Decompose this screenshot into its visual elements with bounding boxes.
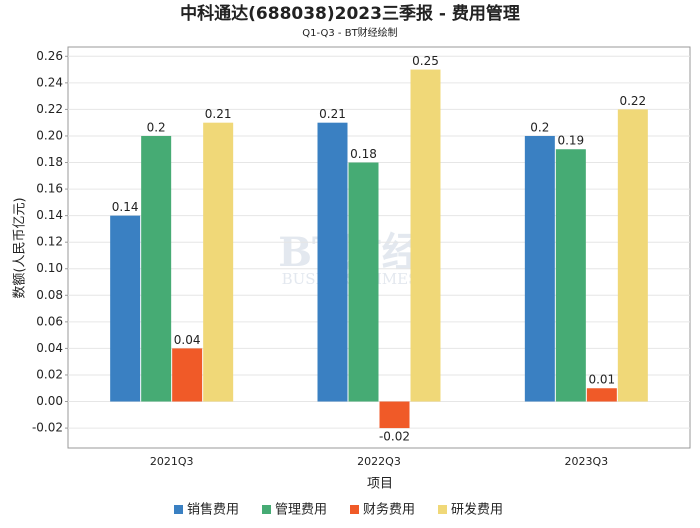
y-axis-label: 数额(人民币亿元) xyxy=(13,197,28,298)
bar xyxy=(617,109,648,402)
chart-title: 中科通达(688038)2023三季报 - 费用管理 xyxy=(180,3,520,24)
y-tick-label: 0.08 xyxy=(36,288,63,302)
value-label: 0.04 xyxy=(174,333,201,347)
legend-swatch xyxy=(174,505,183,514)
y-tick-label: 0.04 xyxy=(36,341,63,355)
value-label: 0.2 xyxy=(147,120,166,134)
legend-label: 研发费用 xyxy=(451,502,503,518)
bar xyxy=(586,388,617,402)
bar xyxy=(555,149,586,402)
legend-swatch xyxy=(350,505,359,514)
y-tick-label: 0.14 xyxy=(36,208,63,222)
legend-label: 财务费用 xyxy=(363,502,415,518)
y-tick-label: 0.22 xyxy=(36,102,63,116)
value-label: 0.22 xyxy=(619,94,646,108)
bar xyxy=(172,348,203,402)
bar xyxy=(141,135,172,402)
y-tick-label: 0.10 xyxy=(36,261,63,275)
y-tick-label: 0.26 xyxy=(36,49,63,63)
x-axis-label: 项目 xyxy=(367,477,393,492)
x-tick-label: 2021Q3 xyxy=(150,455,194,468)
value-label: 0.21 xyxy=(205,107,232,121)
value-label: 0.14 xyxy=(112,200,139,214)
bar xyxy=(203,122,234,402)
bar xyxy=(317,122,348,402)
y-tick-label: 0.00 xyxy=(36,394,63,408)
value-label: 0.25 xyxy=(412,54,439,68)
y-tick-label: 0.24 xyxy=(36,75,63,89)
plot-area xyxy=(67,46,691,449)
x-tick-label: 2022Q3 xyxy=(357,455,401,468)
y-tick-label: 0.18 xyxy=(36,155,63,169)
value-label: 0.2 xyxy=(530,120,549,134)
value-label: 0.18 xyxy=(350,147,377,161)
value-label: 0.19 xyxy=(557,134,584,148)
bar xyxy=(379,401,410,429)
legend-label: 管理费用 xyxy=(275,503,327,518)
y-tick-label: 0.20 xyxy=(36,128,63,142)
y-tick-label: 0.16 xyxy=(36,182,63,196)
legend-label: 销售费用 xyxy=(187,502,239,518)
bar xyxy=(110,215,141,402)
y-tick-label: 0.12 xyxy=(36,235,63,249)
chart-subtitle: Q1-Q3 - BT财经绘制 xyxy=(302,26,397,39)
legend-swatch xyxy=(262,505,271,514)
y-tick-label: -0.02 xyxy=(32,421,63,435)
legend-swatch xyxy=(438,505,447,514)
value-label: 0.01 xyxy=(588,373,615,387)
y-tick-label: 0.06 xyxy=(36,314,63,328)
bar xyxy=(348,162,379,402)
y-tick-label: 0.02 xyxy=(36,367,63,381)
value-label: 0.21 xyxy=(319,107,346,121)
bar xyxy=(524,135,555,402)
bar xyxy=(410,69,441,402)
value-label: -0.02 xyxy=(379,430,410,444)
x-tick-label: 2023Q3 xyxy=(565,455,609,468)
